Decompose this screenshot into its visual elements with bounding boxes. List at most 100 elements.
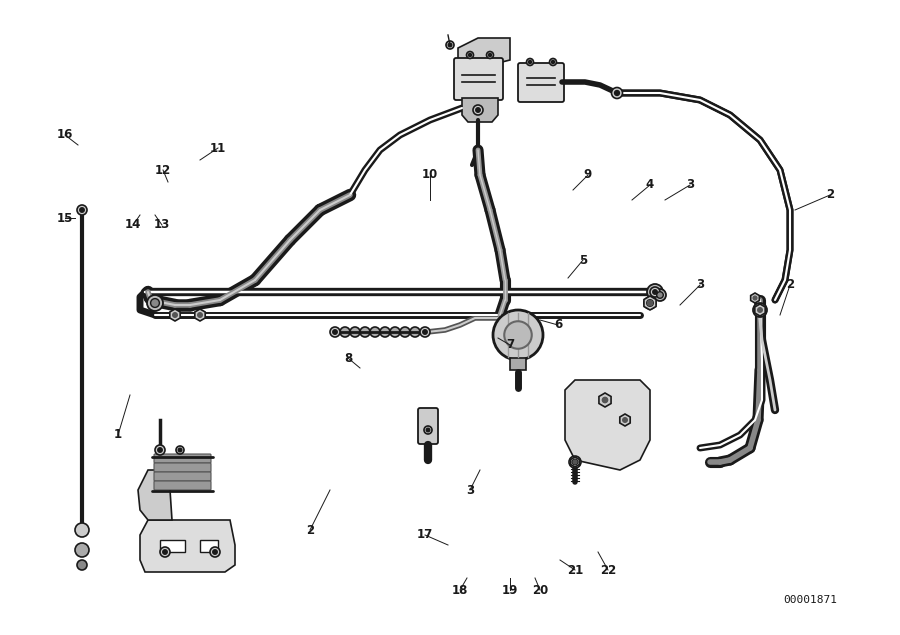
Circle shape <box>360 327 370 337</box>
Circle shape <box>651 288 660 297</box>
Bar <box>200 540 218 552</box>
Circle shape <box>423 330 428 334</box>
Polygon shape <box>140 520 235 572</box>
Text: 2: 2 <box>826 189 834 201</box>
Circle shape <box>650 287 660 297</box>
Circle shape <box>493 310 543 360</box>
Circle shape <box>753 296 757 300</box>
Text: 2: 2 <box>306 523 314 537</box>
Polygon shape <box>170 309 180 321</box>
Polygon shape <box>462 98 498 122</box>
Circle shape <box>330 327 340 337</box>
Polygon shape <box>571 457 580 467</box>
Text: 18: 18 <box>452 584 468 596</box>
Circle shape <box>390 327 400 337</box>
FancyBboxPatch shape <box>518 63 564 102</box>
Text: 4: 4 <box>646 178 654 192</box>
Circle shape <box>756 306 764 314</box>
Polygon shape <box>598 393 611 407</box>
Polygon shape <box>458 38 510 65</box>
Circle shape <box>489 53 491 57</box>
Circle shape <box>370 327 380 337</box>
Text: 12: 12 <box>155 163 171 177</box>
Circle shape <box>647 300 653 306</box>
FancyBboxPatch shape <box>454 58 503 100</box>
Text: 3: 3 <box>696 279 704 291</box>
Polygon shape <box>194 309 205 321</box>
Circle shape <box>504 321 532 349</box>
Circle shape <box>155 445 165 455</box>
Text: 14: 14 <box>125 218 141 232</box>
Text: 10: 10 <box>422 168 438 182</box>
Circle shape <box>572 459 578 465</box>
Text: 1: 1 <box>114 429 122 441</box>
Text: 13: 13 <box>154 218 170 232</box>
Text: 3: 3 <box>686 178 694 192</box>
Circle shape <box>753 303 767 317</box>
Circle shape <box>333 330 338 334</box>
Text: 9: 9 <box>584 168 592 182</box>
Circle shape <box>212 550 217 554</box>
Circle shape <box>158 448 162 452</box>
Circle shape <box>410 327 420 337</box>
Circle shape <box>647 284 663 300</box>
Polygon shape <box>565 380 650 470</box>
Circle shape <box>147 295 163 311</box>
Circle shape <box>420 327 430 337</box>
Circle shape <box>652 290 657 294</box>
Text: 7: 7 <box>506 338 514 352</box>
Text: 3: 3 <box>466 483 474 497</box>
Circle shape <box>446 41 454 49</box>
Circle shape <box>602 398 608 403</box>
Circle shape <box>160 547 170 557</box>
Text: 11: 11 <box>210 142 226 154</box>
Circle shape <box>75 523 89 537</box>
Circle shape <box>657 291 663 298</box>
Circle shape <box>340 327 350 337</box>
Circle shape <box>448 43 452 47</box>
FancyBboxPatch shape <box>154 454 211 463</box>
FancyBboxPatch shape <box>418 408 438 444</box>
Text: 00001871: 00001871 <box>783 595 837 605</box>
Bar <box>510 358 526 370</box>
FancyBboxPatch shape <box>154 463 211 472</box>
Circle shape <box>644 297 656 309</box>
Text: 15: 15 <box>57 211 73 225</box>
Circle shape <box>380 327 390 337</box>
Polygon shape <box>644 296 656 310</box>
Circle shape <box>150 298 159 307</box>
Circle shape <box>623 418 627 422</box>
Circle shape <box>178 448 182 451</box>
Circle shape <box>647 300 652 305</box>
Circle shape <box>468 53 472 57</box>
Text: 8: 8 <box>344 352 352 364</box>
Text: 17: 17 <box>417 528 433 542</box>
Circle shape <box>173 312 177 318</box>
Circle shape <box>654 289 666 301</box>
Circle shape <box>427 428 430 432</box>
Circle shape <box>350 327 360 337</box>
Circle shape <box>163 550 167 554</box>
Circle shape <box>552 60 554 64</box>
Text: 2: 2 <box>786 279 794 291</box>
Circle shape <box>526 58 534 65</box>
Text: 22: 22 <box>600 563 617 577</box>
Bar <box>160 540 185 552</box>
Circle shape <box>473 105 483 115</box>
Circle shape <box>528 60 532 64</box>
Polygon shape <box>138 470 172 520</box>
Circle shape <box>80 208 85 212</box>
Polygon shape <box>751 293 760 303</box>
Circle shape <box>487 51 493 58</box>
Text: 16: 16 <box>57 128 73 142</box>
Circle shape <box>611 88 623 98</box>
Text: 6: 6 <box>554 319 562 331</box>
FancyBboxPatch shape <box>154 472 211 481</box>
Circle shape <box>569 456 581 468</box>
Circle shape <box>77 205 87 215</box>
Circle shape <box>400 327 410 337</box>
Circle shape <box>550 58 556 65</box>
Polygon shape <box>755 304 765 316</box>
Circle shape <box>77 560 87 570</box>
Text: 5: 5 <box>579 253 587 267</box>
